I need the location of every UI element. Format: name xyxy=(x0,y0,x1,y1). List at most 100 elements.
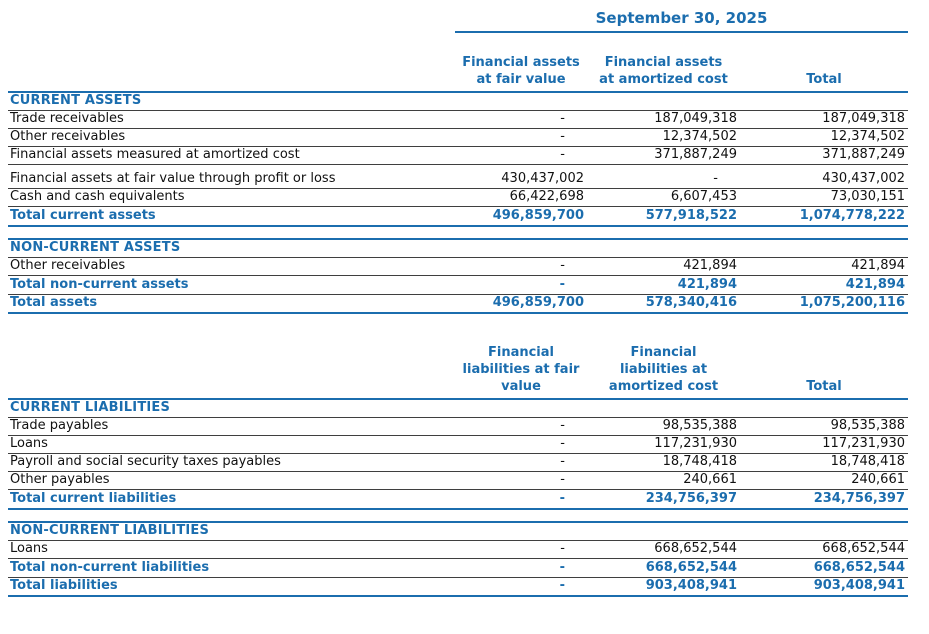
column-header-empty xyxy=(8,344,455,400)
column-header: Total xyxy=(740,54,909,93)
cell-value: 430,437,002 xyxy=(740,170,909,189)
section-title: NON-CURRENT ASSETS xyxy=(8,237,909,258)
liabilities-table: Financial liabilities at fair value Finan… xyxy=(8,344,908,597)
cell-value: 12,374,502 xyxy=(740,128,909,147)
spacer xyxy=(8,509,908,522)
section-title-row: CURRENT LIABILITIES xyxy=(8,399,908,418)
column-header: Financial liabilities at fair value xyxy=(455,344,587,400)
cell-value: 12,374,502 xyxy=(587,128,740,147)
column-header: Financial assets at fair value xyxy=(455,54,587,93)
cell-value: 668,652,544 xyxy=(740,540,908,559)
table-row: Loans -668,652,544 668,652,544 xyxy=(8,540,908,559)
assets-table: September 30, 2025 Financial assets at fa… xyxy=(8,8,909,314)
section-title: CURRENT LIABILITIES xyxy=(8,399,908,418)
section-title-row: NON-CURRENT ASSETS xyxy=(8,237,909,258)
cell-value: - xyxy=(455,417,587,436)
cell-value: 117,231,930 xyxy=(740,435,908,454)
row-label: Financial assets measured at amortized c… xyxy=(8,146,455,165)
row-label: Trade receivables xyxy=(8,110,455,129)
cell-value: - xyxy=(455,471,587,490)
cell-value: 240,661 xyxy=(587,471,740,490)
row-label: Other payables xyxy=(8,471,455,490)
cell-value: - xyxy=(455,540,587,559)
total-value: 234,756,397 xyxy=(740,489,908,510)
section-title-row: NON-CURRENT LIABILITIES xyxy=(8,520,908,541)
total-row: Total non-current assets -421,894 421,894 xyxy=(8,275,909,295)
cell-value: 18,748,418 xyxy=(587,453,740,472)
table-row: Other payables -240,661 240,661 xyxy=(8,471,908,490)
row-label: Cash and cash equivalents xyxy=(8,188,455,207)
column-header-row: Financial assets at fair value Financial … xyxy=(8,54,909,93)
total-value: 577,918,522 xyxy=(587,206,740,227)
total-value: 1,075,200,116 xyxy=(740,294,909,314)
date-header-spacer xyxy=(8,8,455,32)
column-header: Financial liabilities at amortized cost xyxy=(587,344,740,400)
section-title: CURRENT ASSETS xyxy=(8,92,909,111)
cell-value: 668,652,544 xyxy=(587,540,740,559)
total-value: 234,756,397 xyxy=(587,489,740,510)
cell-value: - xyxy=(587,170,740,189)
total-label: Total current liabilities xyxy=(8,489,455,510)
column-header: Financial assets at amortized cost xyxy=(587,54,740,93)
cell-value: 421,894 xyxy=(587,257,740,276)
cell-value: 421,894 xyxy=(740,257,909,276)
row-label: Other receivables xyxy=(8,128,455,147)
cell-value: 66,422,698 xyxy=(455,188,587,207)
cell-value: - xyxy=(455,128,587,147)
cell-value: 6,607,453 xyxy=(587,188,740,207)
total-value: - xyxy=(455,577,587,597)
table-row: Loans -117,231,930 117,231,930 xyxy=(8,435,908,454)
total-row: Total current liabilities -234,756,397 234… xyxy=(8,489,908,510)
total-value: 421,894 xyxy=(587,275,740,295)
section-gap xyxy=(8,226,908,239)
table-row: Financial assets at fair value through p… xyxy=(8,170,909,189)
total-value: 1,074,778,222 xyxy=(740,206,909,227)
cell-value: - xyxy=(455,110,587,129)
cell-value: 98,535,388 xyxy=(740,417,908,436)
total-label: Total current assets xyxy=(8,206,455,227)
total-value: 578,340,416 xyxy=(587,294,740,314)
row-label: Trade payables xyxy=(8,417,455,436)
total-value: - xyxy=(455,558,587,578)
total-row: Total assets 496,859,700 578,340,416 1,075,… xyxy=(8,294,909,314)
total-row: Total current assets 496,859,700 577,918,5… xyxy=(8,206,909,227)
column-header: Total xyxy=(740,344,908,400)
cell-value: 430,437,002 xyxy=(455,170,587,189)
section-gap xyxy=(8,509,908,522)
total-row: Total non-current liabilities -668,652,54… xyxy=(8,558,908,578)
cell-value: - xyxy=(455,435,587,454)
total-value: 903,408,941 xyxy=(587,577,740,597)
total-label: Total assets xyxy=(8,294,455,314)
cell-value: 240,661 xyxy=(740,471,908,490)
column-header-empty xyxy=(8,54,455,93)
table-row: Other receivables -12,374,502 12,374,502 xyxy=(8,128,909,147)
column-header-row: Financial liabilities at fair value Finan… xyxy=(8,344,908,400)
total-label: Total liabilities xyxy=(8,577,455,597)
total-value: 668,652,544 xyxy=(740,558,908,578)
total-value: 421,894 xyxy=(740,275,909,295)
cell-value: 98,535,388 xyxy=(587,417,740,436)
row-label: Other receivables xyxy=(8,257,455,276)
table-row: Payroll and social security taxes payabl… xyxy=(8,453,908,472)
date-header: September 30, 2025 xyxy=(455,8,909,33)
cell-value: - xyxy=(455,453,587,472)
row-label: Loans xyxy=(8,540,455,559)
table-row: Trade receivables -187,049,318 187,049,318 xyxy=(8,110,909,129)
spacer xyxy=(8,226,908,239)
table-row: Cash and cash equivalents 66,422,698 6,607… xyxy=(8,188,909,207)
cell-value: 187,049,318 xyxy=(587,110,740,129)
liabilities-table-body: Financial liabilities at fair value Finan… xyxy=(8,344,908,597)
total-value: 496,859,700 xyxy=(455,294,587,314)
section-title-row: CURRENT ASSETS xyxy=(8,92,909,111)
table-row: Trade payables -98,535,388 98,535,388 xyxy=(8,417,908,436)
cell-value: 371,887,249 xyxy=(587,146,740,165)
cell-value: - xyxy=(455,146,587,165)
spacer-row xyxy=(8,32,908,54)
cell-value: - xyxy=(455,257,587,276)
row-label: Payroll and social security taxes payabl… xyxy=(8,453,455,472)
financial-position-statement: September 30, 2025 Financial assets at fa… xyxy=(8,8,909,597)
total-value: - xyxy=(455,489,587,510)
assets-table-body: September 30, 2025 Financial assets at fa… xyxy=(8,8,909,314)
table-row: Financial assets measured at amortized c… xyxy=(8,146,909,165)
cell-value: 187,049,318 xyxy=(740,110,909,129)
